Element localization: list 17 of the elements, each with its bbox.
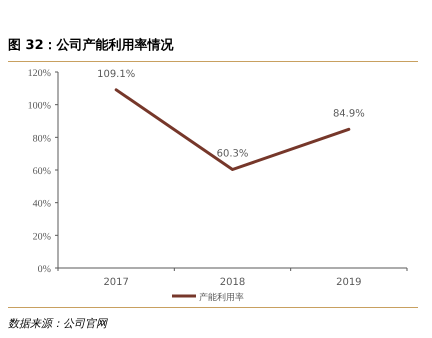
y-tick-label: 20% xyxy=(32,231,51,242)
source-note: 数据来源：公司官网 xyxy=(8,317,108,330)
y-tick-label: 0% xyxy=(38,264,51,275)
legend-label: 产能利用率 xyxy=(199,292,244,303)
chart-title: 图 32：公司产能利用率情况 xyxy=(8,37,175,53)
x-tick-label: 2017 xyxy=(103,277,129,288)
y-tick-label: 40% xyxy=(32,198,51,210)
y-tick-label: 100% xyxy=(28,100,51,112)
x-tick-label: 2018 xyxy=(220,277,246,288)
x-tick-label: 2019 xyxy=(336,277,362,288)
y-tick-label: 60% xyxy=(32,166,51,177)
data-label: 60.3% xyxy=(216,148,248,160)
data-label: 109.1% xyxy=(97,68,136,80)
y-tick-label: 120% xyxy=(28,68,51,79)
y-tick-label: 80% xyxy=(32,133,51,144)
legend: 产能利用率 xyxy=(172,293,244,303)
data-label: 84.9% xyxy=(332,108,365,120)
